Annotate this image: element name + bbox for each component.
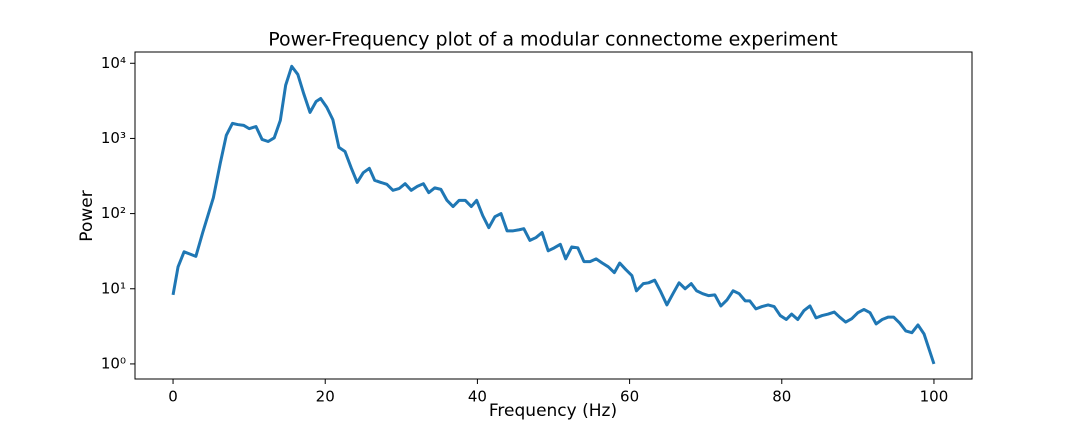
y-tick-label: 10³ <box>101 129 126 147</box>
x-tick-label: 20 <box>316 388 335 406</box>
data-line <box>171 64 936 365</box>
x-axis-label: Frequency (Hz) <box>489 401 617 421</box>
y-tick-label: 10⁴ <box>101 54 126 72</box>
chart-title: Power-Frequency plot of a modular connec… <box>268 29 838 51</box>
y-tick-label: 10¹ <box>101 279 126 297</box>
x-tick-label: 0 <box>168 388 178 406</box>
y-axis-label: Power <box>77 190 97 241</box>
y-tick-label: 10² <box>101 204 126 222</box>
x-tick-label: 100 <box>920 388 949 406</box>
y-tick-label: 10⁰ <box>101 354 126 372</box>
plot-frame <box>134 51 973 380</box>
x-tick-label: 60 <box>620 388 639 406</box>
x-tick-label: 40 <box>468 388 487 406</box>
x-tick-label: 80 <box>772 388 791 406</box>
